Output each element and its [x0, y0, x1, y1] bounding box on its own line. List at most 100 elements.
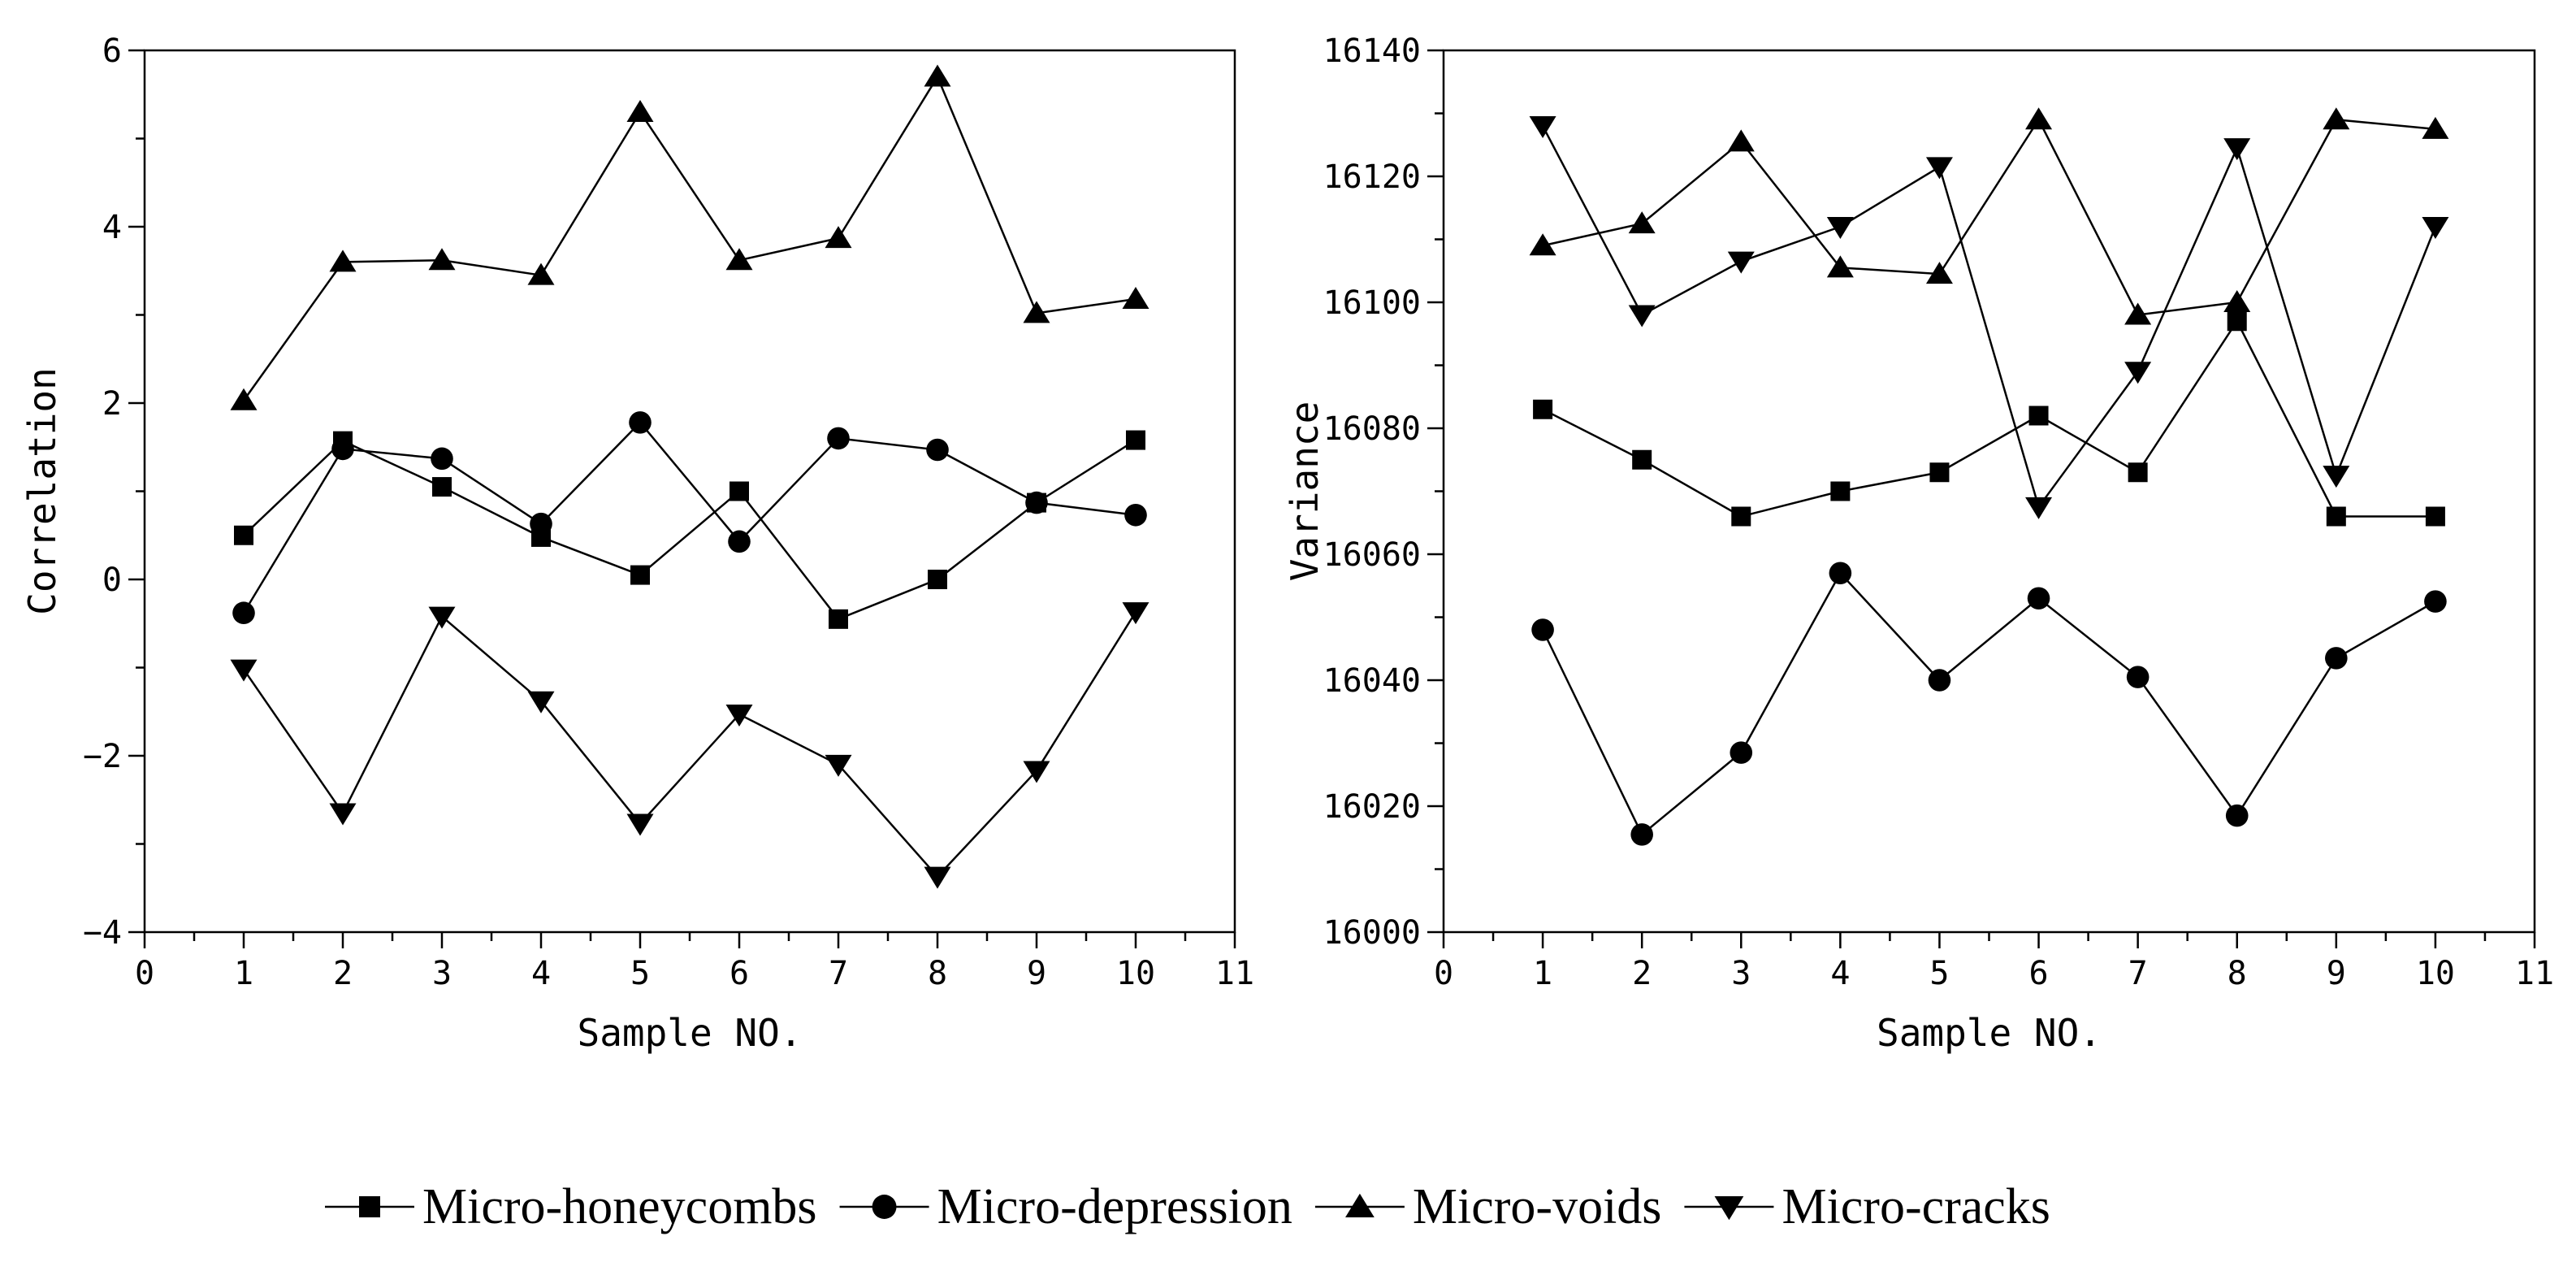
data-point [1630, 823, 1653, 846]
data-point [2124, 362, 2152, 384]
data-point [2027, 587, 2050, 610]
legend-marker [1345, 1193, 1375, 1217]
data-point [1023, 761, 1050, 783]
y-tick-label: 16140 [1323, 33, 1421, 70]
legend-item-square: Micro-honeycombs [325, 1179, 817, 1234]
series-line [243, 439, 1136, 621]
data-point [1122, 602, 1149, 625]
data-point [1628, 305, 1656, 328]
series-line [242, 421, 1136, 614]
data-point [428, 606, 456, 629]
x-tick-label: 3 [1731, 955, 1751, 992]
data-point [2425, 506, 2445, 527]
data-point [1727, 129, 1755, 152]
data-point [527, 691, 555, 714]
legend-item-triangle-down: Micro-cracks [1684, 1179, 2050, 1234]
series-line [1542, 117, 2436, 316]
data-point [1529, 116, 1556, 138]
data-point [728, 530, 751, 553]
x-tick-label: 4 [1830, 955, 1850, 992]
data-point [530, 512, 552, 536]
x-tick-label: 11 [2515, 955, 2554, 992]
x-tick-label: 7 [2128, 955, 2148, 992]
legend-label: Micro-honeycombs [422, 1179, 817, 1234]
series-square [1533, 311, 2445, 527]
data-point [1727, 251, 1755, 274]
data-point [234, 525, 253, 545]
series-line [1541, 571, 2436, 836]
series-circle [1531, 562, 2447, 846]
y-axis-label: Correlation [20, 367, 64, 615]
y-axis-label: Variance [1283, 401, 1327, 582]
x-tick-label: 10 [1116, 955, 1155, 992]
series-circle [232, 411, 1147, 625]
data-point [924, 64, 951, 87]
plot-frame [143, 49, 1236, 934]
y-tick-label: 16040 [1323, 662, 1421, 700]
data-point [928, 570, 947, 589]
data-point [1122, 286, 1149, 309]
data-point [1830, 481, 1851, 501]
data-point [1826, 217, 1854, 239]
data-point [2225, 804, 2249, 827]
data-point [232, 601, 255, 625]
x-tick-label: 2 [1632, 955, 1652, 992]
data-point [230, 659, 258, 682]
y-tick-label: −4 [83, 914, 122, 952]
legend: Micro-honeycombs Micro-depression Micro-vo… [325, 1179, 2050, 1234]
y-tick-label: −2 [83, 738, 122, 775]
data-point [2223, 290, 2251, 312]
data-point [1023, 301, 1050, 323]
data-point [2124, 302, 2152, 325]
x-tick-label: 9 [1027, 955, 1046, 992]
series-line [1541, 125, 2437, 510]
data-point [2424, 590, 2447, 613]
data-point [2323, 466, 2350, 488]
legend-item-triangle-up: Micro-voids [1314, 1179, 1662, 1234]
x-tick-label: 9 [2327, 955, 2346, 992]
x-tick-label: 1 [234, 955, 253, 992]
data-point [1925, 262, 1953, 284]
data-point [1126, 430, 1145, 450]
y-tick-label: 0 [102, 562, 122, 599]
x-tick-label: 6 [730, 955, 749, 992]
x-tick-label: 7 [829, 955, 848, 992]
data-point [2323, 107, 2350, 130]
data-point [626, 813, 654, 836]
data-point [1929, 462, 1950, 483]
data-point [1531, 618, 1554, 641]
data-point [1731, 506, 1751, 527]
data-point [431, 447, 453, 471]
legend-marker [359, 1196, 380, 1217]
x-tick-label: 0 [135, 955, 154, 992]
x-tick-label: 6 [2028, 955, 2048, 992]
data-point [428, 248, 456, 271]
y-tick-label: 16080 [1323, 410, 1421, 448]
legend-label: Micro-depression [937, 1179, 1292, 1234]
data-point [2028, 406, 2049, 426]
data-point [1529, 233, 1556, 256]
data-point [1826, 255, 1854, 278]
series-triangle-up [230, 64, 1149, 410]
x-tick-label: 3 [432, 955, 452, 992]
y-tick-label: 16000 [1323, 914, 1421, 952]
y-tick-label: 16100 [1323, 284, 1421, 322]
data-point [730, 481, 749, 501]
x-tick-label: 1 [1533, 955, 1552, 992]
data-point [825, 754, 852, 777]
x-tick-label: 0 [1434, 955, 1453, 992]
data-point [725, 705, 753, 727]
data-point [1928, 669, 1951, 692]
data-point [630, 565, 650, 585]
data-point [2325, 647, 2348, 670]
x-axis-label: Sample NO. [1877, 1011, 2102, 1055]
series-triangle-up [1529, 107, 2449, 325]
data-point [2326, 506, 2346, 527]
data-point [2128, 462, 2148, 483]
plot-frame [1442, 49, 2536, 934]
data-point [432, 477, 452, 497]
legend-label: Micro-voids [1413, 1179, 1662, 1234]
data-point [924, 866, 951, 889]
